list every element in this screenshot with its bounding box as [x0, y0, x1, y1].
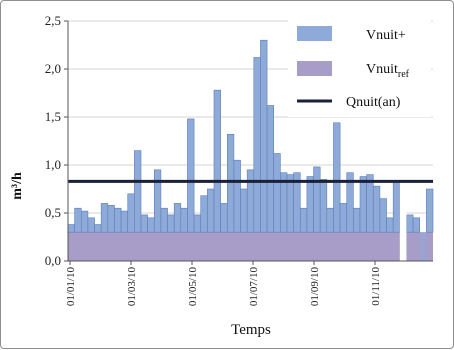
- legend-label-vnuit-ref-sub: ref: [398, 69, 410, 80]
- bar: [339, 203, 348, 233]
- x-tick-label: 01/03/10: [126, 267, 138, 307]
- bar: [366, 174, 374, 233]
- bar: [120, 210, 129, 233]
- bar: [306, 176, 314, 233]
- axes: [67, 21, 433, 262]
- y-tick-label: 2,5: [45, 13, 61, 28]
- bar: [246, 169, 255, 233]
- bar: [286, 174, 294, 233]
- y-axis-label: m³/h: [10, 172, 25, 200]
- bar: [419, 232, 427, 261]
- x-tick-label: 01/05/10: [187, 267, 199, 307]
- y-tick-label: 1,0: [45, 157, 61, 172]
- x-tick-label: 01/07/10: [248, 267, 260, 307]
- x-axis-label: Temps: [231, 322, 271, 338]
- bar: [353, 207, 361, 233]
- bar: [67, 224, 75, 233]
- bar: [87, 217, 95, 233]
- bar: [426, 188, 434, 233]
- bar: [74, 207, 82, 233]
- bar: [260, 39, 268, 233]
- x-tick-label: 01/01/10: [65, 267, 77, 307]
- bar-gap: [399, 179, 407, 261]
- bar: [167, 214, 175, 233]
- bar: [379, 198, 387, 233]
- y-tick-labels: 0,0 0,5 1,0 1,5 2,0 2,5: [45, 13, 68, 268]
- bar: [147, 217, 155, 233]
- bar: [173, 203, 182, 233]
- bar: [213, 89, 221, 233]
- legend-label-vnuit-ref-base: Vnuit: [366, 62, 398, 77]
- vnuit-ref-area: [68, 232, 433, 261]
- bar: [153, 169, 162, 233]
- legend: Vnuit+ Vnuitref Qnuit(an): [288, 20, 431, 117]
- y-tick-label: 1,5: [45, 109, 61, 124]
- legend-label-qnuit: Qnuit(an): [346, 95, 401, 110]
- legend-label-vnuit-plus: Vnuit+: [366, 28, 406, 43]
- bar: [412, 217, 421, 233]
- bar: [200, 195, 208, 233]
- x-tick-labels: 01/01/10 01/03/10 01/05/10 01/07/10 01/09/10…: [65, 261, 382, 306]
- bar: [299, 207, 308, 233]
- x-tick-label: 01/11/10: [370, 267, 382, 306]
- bar: [386, 217, 394, 233]
- bar: [140, 214, 148, 233]
- y-tick-label: 2,0: [45, 61, 61, 76]
- bar: [100, 203, 109, 233]
- bar: [134, 150, 142, 233]
- bar: [226, 133, 235, 233]
- bar: [94, 224, 102, 233]
- bar: [313, 166, 321, 233]
- bar: [233, 159, 241, 233]
- bar: [240, 188, 248, 233]
- bar: [180, 207, 188, 233]
- bar: [406, 214, 414, 233]
- bar: [359, 176, 367, 233]
- bar: [319, 179, 328, 233]
- legend-swatch-vnuit-plus: [297, 26, 332, 41]
- bar: [266, 105, 275, 233]
- vnuit-plus-bars: [67, 39, 434, 261]
- bar: [80, 210, 89, 233]
- bar: [253, 57, 261, 233]
- legend-swatch-vnuit-ref: [297, 61, 332, 76]
- bar: [333, 122, 341, 233]
- bar: [193, 214, 202, 233]
- legend-label-vnuit-ref: Vnuitref: [366, 62, 410, 80]
- bar: [207, 188, 215, 233]
- bar: [160, 207, 168, 233]
- bar: [114, 207, 122, 233]
- bar: [346, 172, 354, 233]
- bar: [372, 185, 381, 233]
- bar: [107, 205, 115, 233]
- bar: [273, 153, 281, 233]
- bar: [187, 118, 195, 233]
- y-tick-label: 0,5: [45, 205, 61, 220]
- bar: [220, 203, 228, 233]
- bar: [127, 193, 135, 233]
- y-tick-label: 0,0: [45, 253, 61, 268]
- vnuit-ref-area-fill: [68, 232, 433, 261]
- bar: [392, 181, 401, 233]
- bar: [293, 172, 301, 233]
- x-tick-label: 01/09/10: [309, 267, 321, 307]
- bar: [326, 207, 334, 233]
